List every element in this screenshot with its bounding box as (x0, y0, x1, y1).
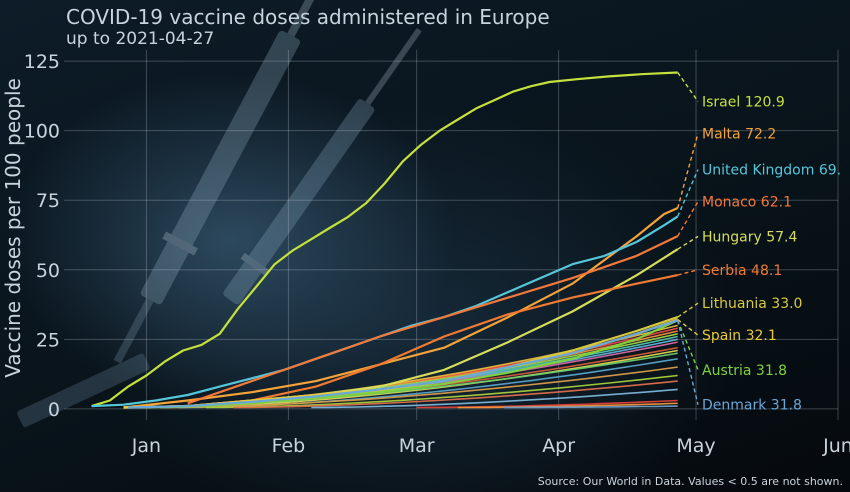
label-leader (677, 169, 699, 217)
y-tick-label: 25 (36, 329, 60, 351)
chart-subtitle: up to 2021-04-27 (66, 29, 214, 49)
y-tick-label: 125 (24, 51, 60, 73)
label-leader (677, 72, 699, 102)
label-leader (677, 319, 699, 336)
series-end-label: Israel 120.9 (702, 94, 785, 110)
y-axis-label: Vaccine doses per 100 people (1, 78, 25, 378)
y-tick-label: 75 (36, 190, 60, 212)
series-end-label: Malta 72.2 (702, 126, 776, 142)
y-axis-ticks: 0 25 50 75 100 125 (24, 51, 60, 421)
x-tick-label: Mar (399, 435, 435, 457)
label-leader (677, 320, 699, 371)
x-tick-label: Jan (131, 435, 161, 457)
series-end-labels: Israel 120.9 Malta 72.2 United Kingdom 69.… (702, 94, 841, 413)
series-end-label: Spain 32.1 (702, 328, 777, 344)
series-end-label: Hungary 57.4 (702, 229, 797, 245)
country-line (311, 388, 678, 409)
series-line-denmark (128, 319, 679, 409)
series-line-spain (123, 318, 679, 409)
x-tick-label: May (676, 435, 715, 457)
x-tick-label: Apr (542, 435, 575, 457)
label-leader (677, 201, 699, 237)
label-leader (677, 235, 699, 250)
series-end-label: Austria 31.8 (702, 363, 787, 379)
series-end-label: Denmark 31.8 (702, 398, 802, 414)
series-end-label: Monaco 62.1 (702, 195, 792, 211)
y-tick-label: 100 (24, 121, 60, 143)
chart-title: COVID-19 vaccine doses administered in E… (66, 5, 550, 29)
label-leader (677, 133, 699, 209)
country-line (233, 380, 678, 409)
series-end-label: United Kingdom 69. (702, 163, 841, 179)
syringe-illustration (17, 0, 422, 428)
series-line-malta (123, 206, 679, 409)
series-end-label: Serbia 48.1 (702, 263, 782, 279)
label-leader (677, 269, 699, 276)
series-end-label: Lithuania 33.0 (702, 296, 802, 312)
x-tick-label: Jun (822, 435, 850, 457)
y-tick-label: 50 (36, 260, 60, 282)
label-leader (677, 320, 699, 405)
country-line (164, 366, 678, 409)
source-note: Source: Our World in Data. Values < 0.5 … (538, 475, 843, 488)
series-line-israel (91, 71, 678, 408)
x-tick-label: Feb (272, 435, 306, 457)
y-tick-label: 0 (48, 399, 60, 421)
x-axis-ticks: Jan Feb Mar Apr May Jun (131, 435, 850, 457)
label-leader (677, 302, 699, 318)
labeled-country-lines (91, 71, 699, 409)
country-line (503, 405, 678, 409)
country-line (457, 402, 678, 409)
series-line-monaco (187, 235, 679, 405)
